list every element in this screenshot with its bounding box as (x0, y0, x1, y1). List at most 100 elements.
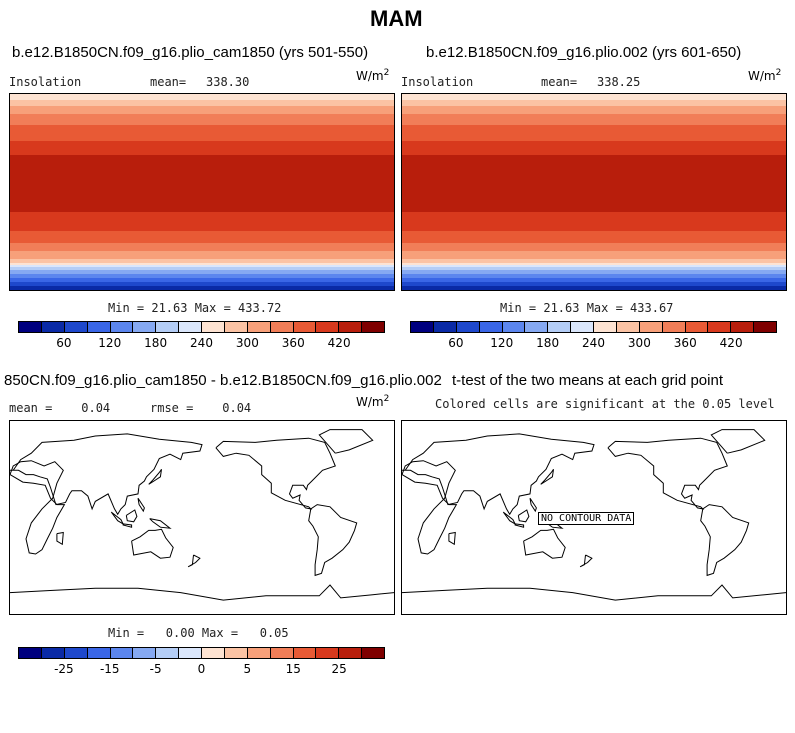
insolation-band (402, 231, 786, 243)
insolation-band (402, 105, 786, 114)
panel2-variable-label: Insolation (401, 75, 474, 89)
insolation-band (402, 267, 786, 271)
coastline-overlay (10, 429, 394, 601)
coastline (10, 460, 66, 555)
coastline (517, 509, 530, 523)
panel2-minmax: Min = 21.63 Max = 433.67 (500, 301, 674, 315)
colorbar-swatch (478, 322, 502, 332)
colorbar-swatch (730, 322, 754, 332)
insolation-band (10, 154, 394, 212)
coastline (402, 584, 786, 601)
coastline (10, 433, 203, 516)
colorbar-swatch (292, 322, 316, 332)
colorbar-swatch (155, 322, 179, 332)
coastline-overlay (402, 429, 786, 601)
colorbar-top-right: 60 120 180 240 300 360 420 (410, 321, 777, 353)
insolation-band (402, 94, 786, 100)
coastline (148, 469, 162, 485)
colorbar-swatch (109, 648, 133, 658)
colorbar-swatch (361, 322, 384, 332)
coastline (10, 584, 394, 601)
colorbar-tick-label: 0 (197, 662, 206, 676)
colorbar-swatch (593, 322, 616, 332)
panel3-title: 850CN.f09_g16.plio_cam1850 - b.e12.B1850… (4, 372, 442, 389)
colorbar-tick-label: 15 (285, 662, 301, 676)
colorbar-swatch (223, 322, 247, 332)
colorbar-tick-label: 5 (243, 662, 252, 676)
insolation-band (10, 267, 394, 271)
coastline (700, 504, 750, 577)
insolation-band (10, 262, 394, 265)
colorbar-swatch (455, 322, 479, 332)
panel2-title: b.e12.B1850CN.f09_g16.plio.002 (yrs 601-… (426, 44, 742, 61)
panel1-mean-label: mean= (150, 75, 187, 89)
colorbar-swatch (684, 322, 708, 332)
insolation-band (402, 264, 786, 268)
colorbar-swatch (223, 648, 247, 658)
colorbar-tick-label: -15 (99, 662, 120, 676)
insolation-band (10, 94, 394, 100)
colorbar-swatch (547, 322, 571, 332)
coastline (523, 528, 566, 559)
coastline (514, 523, 525, 528)
insolation-band (402, 154, 786, 212)
coastline (402, 460, 458, 555)
panel3-rmse: rmse = 0.04 (150, 401, 252, 415)
panel2-mean-label: mean= (541, 75, 578, 89)
colorbar-tick-label: 120 (490, 336, 514, 350)
insolation-band (10, 231, 394, 243)
insolation-band (10, 211, 394, 232)
insolation-band (402, 242, 786, 251)
colorbar-swatch (246, 648, 270, 658)
colorbar-swatch (19, 648, 41, 658)
coastline (308, 504, 358, 577)
colorbar-tick-label: -5 (149, 662, 162, 676)
colorbar-swatch (86, 322, 110, 332)
colorbar-swatch (292, 648, 316, 658)
insolation-band (10, 270, 394, 275)
coastline (607, 437, 728, 510)
colorbar-swatch (338, 322, 362, 332)
panel3-minmax: Min = 0.00 Max = 0.05 (108, 626, 289, 640)
panel1-variable-label: Insolation (9, 75, 82, 89)
colorbar-swatch (338, 648, 362, 658)
colorbar-swatch (109, 322, 133, 332)
insolation-band (402, 113, 786, 126)
insolation-band (10, 99, 394, 106)
coastline (149, 518, 172, 529)
coastline (56, 531, 64, 546)
colorbar-tick-label: 420 (327, 336, 351, 350)
insolation-band (402, 258, 786, 263)
insolation-band (402, 211, 786, 232)
panel1-mean-value: 338.30 (206, 75, 250, 89)
colorbar-swatch (19, 322, 41, 332)
colorbar-swatch (432, 322, 456, 332)
panel1-map (9, 93, 395, 291)
colorbar-swatch (178, 648, 201, 658)
colorbar-swatch (246, 322, 270, 332)
colorbar-tick-label: 360 (673, 336, 697, 350)
insolation-band (10, 264, 394, 268)
panel1-title: b.e12.B1850CN.f09_g16.plio_cam1850 (yrs … (12, 44, 369, 61)
no-contour-data-label: NO CONTOUR DATA (538, 512, 635, 525)
colorbar-tick-label: 360 (281, 336, 305, 350)
colorbar-swatch (315, 322, 339, 332)
insolation-band (10, 141, 394, 155)
colorbar-difference: -25 -15 -5 0 5 15 25 (18, 647, 385, 679)
colorbar-tick-label: 300 (627, 336, 651, 350)
insolation-band (402, 99, 786, 106)
colorbar-tick-label: -25 (54, 662, 74, 676)
coastline (122, 523, 133, 528)
colorbar-swatch (201, 322, 224, 332)
colorbar-swatch (707, 322, 731, 332)
panel1-minmax: Min = 21.63 Max = 433.72 (108, 301, 282, 315)
colorbar-tick-label: 240 (190, 336, 213, 350)
insolation-band (10, 242, 394, 251)
colorbar-tick-label: 120 (98, 336, 122, 350)
colorbar-swatch (86, 648, 110, 658)
panel4-title: t-test of the two means at each grid poi… (452, 372, 723, 389)
insolation-band (402, 270, 786, 275)
colorbar-tick-label: 180 (536, 336, 560, 350)
figure-title: MAM (370, 6, 423, 31)
colorbar-swatch (63, 648, 87, 658)
